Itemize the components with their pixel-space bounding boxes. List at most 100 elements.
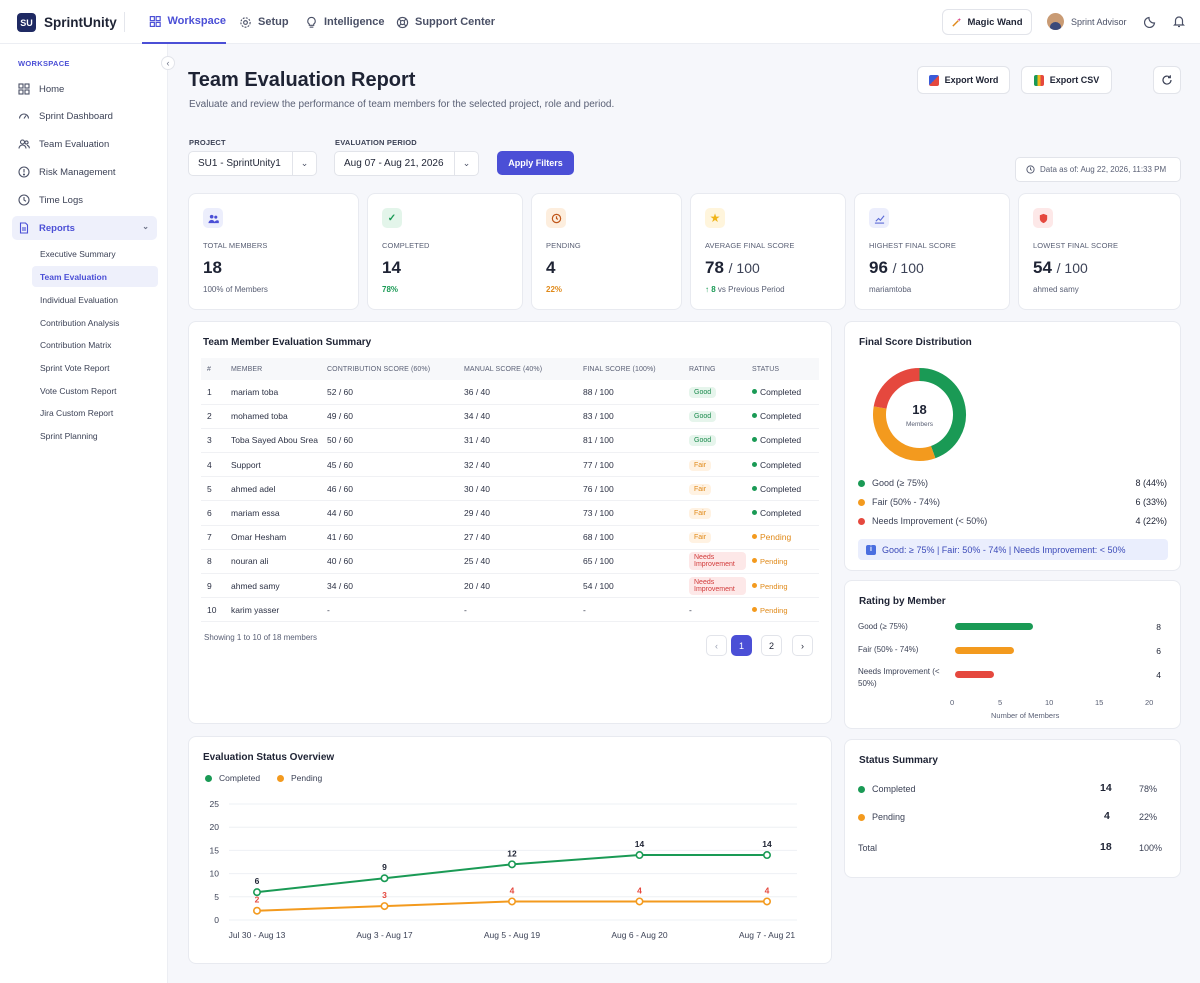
next-page-button[interactable]: ›	[792, 635, 813, 656]
table-row[interactable]: 9 ahmed samy 34 / 60 20 / 40 54 / 100 Needs I…	[201, 573, 819, 599]
chevron-down-icon: ⌄	[142, 222, 149, 231]
nav-label: Support Center	[415, 16, 496, 28]
legend-dot	[858, 498, 865, 506]
y-tick-label: 25	[210, 799, 220, 809]
magic-wand-button[interactable]: Magic Wand	[942, 9, 1032, 35]
sidebar-sub-sprint-vote-report[interactable]: Sprint Vote Report	[40, 362, 110, 373]
kpi-value: 96 / 100	[869, 258, 924, 278]
rating-cell: Good	[683, 428, 746, 454]
legend-dot	[205, 774, 212, 782]
sidebar-sub-executive-summary[interactable]: Executive Summary	[40, 248, 116, 259]
status-text: Completed	[752, 484, 801, 494]
table-row[interactable]: 4 Support 45 / 60 32 / 40 77 / 100 Fair Comple…	[201, 452, 819, 478]
apply-filters-button[interactable]: Apply Filters	[497, 151, 574, 175]
sidebar-sub-sprint-planning[interactable]: Sprint Planning	[40, 430, 98, 441]
data-point	[253, 888, 262, 897]
table-cell: 41 / 60	[321, 525, 458, 550]
table-row[interactable]: 7 Omar Hesham 41 / 60 27 / 40 68 / 100 Fair Pe…	[201, 525, 819, 550]
export-csv-button[interactable]: Export CSV	[1021, 66, 1112, 94]
table-cell: 2	[201, 404, 225, 429]
table-row[interactable]: 2 mohamed toba 49 / 60 34 / 40 83 / 100 Good C…	[201, 404, 819, 429]
table-cell: 29 / 40	[458, 500, 577, 526]
legend-label: Good (≥ 75%)	[872, 478, 928, 488]
table-cell: 27 / 40	[458, 525, 577, 550]
status-text: Completed	[752, 460, 801, 470]
table-row[interactable]: 6 mariam essa 44 / 60 29 / 40 73 / 100 Fair Co…	[201, 500, 819, 526]
sidebar-sub-vote-custom-report[interactable]: Vote Custom Report	[40, 385, 117, 396]
table-cell: 77 / 100	[577, 452, 683, 478]
table-row[interactable]: 1 mariam toba 52 / 60 36 / 40 88 / 100 Good Co…	[201, 380, 819, 405]
table-cell: 83 / 100	[577, 404, 683, 429]
legend-label: Fair (50% - 74%)	[872, 497, 941, 507]
collapse-sidebar-button[interactable]: ‹	[161, 56, 175, 70]
status-cell: Pending	[746, 549, 819, 575]
export-word-button[interactable]: Export Word	[917, 66, 1010, 94]
kpi-note: ↑ 8 vs Previous Period	[705, 285, 785, 294]
sidebar-sub-jira-custom-report[interactable]: Jira Custom Report	[40, 407, 114, 418]
table-body: 1 mariam toba 52 / 60 36 / 40 88 / 100 Good Co…	[201, 380, 819, 623]
app-name[interactable]: SprintUnity	[44, 15, 117, 30]
legend-dot	[277, 774, 284, 782]
table-cell: 88 / 100	[577, 380, 683, 405]
sidebar-sub-individual-evaluation[interactable]: Individual Evaluation	[40, 294, 118, 305]
table-row[interactable]: 5 ahmed adel 46 / 60 30 / 40 76 / 100 Fair Com…	[201, 476, 819, 502]
lightbulb-icon	[307, 16, 316, 28]
sidebar-item-risk-management[interactable]: Risk Management	[12, 160, 157, 184]
status-cell: Completed	[746, 500, 819, 526]
status-label: Completed	[872, 784, 916, 794]
table-row[interactable]: 10 karim yasser - - - - Pending	[201, 597, 819, 623]
sprint-advisor-label[interactable]: Sprint Advisor	[1071, 17, 1127, 27]
table-row[interactable]: 8 nouran ali 40 / 60 25 / 40 65 / 100 Needs I…	[201, 549, 819, 575]
app-logo[interactable]: SU	[17, 13, 36, 32]
donut-slice	[919, 368, 966, 459]
rating-cell: Needs Improvement	[683, 573, 746, 599]
prev-page-button[interactable]: ‹	[706, 635, 727, 656]
kpi-label: TOTAL MEMBERS	[203, 241, 268, 250]
table-cell: 31 / 40	[458, 428, 577, 454]
period-select[interactable]: Aug 07 - Aug 21, 2026 ⌄	[334, 151, 479, 176]
chevron-down-icon: ⌄	[454, 152, 478, 175]
chevron-left-icon: ‹	[166, 58, 170, 68]
nav-intelligence[interactable]: Intelligence	[305, 0, 385, 44]
data-point	[380, 902, 389, 911]
project-select[interactable]: SU1 - SprintUnity1 ⌄	[188, 151, 317, 176]
y-tick-label: 10	[210, 869, 220, 879]
page-button-1[interactable]: 1	[731, 635, 752, 656]
sidebar-sub-contribution-matrix[interactable]: Contribution Matrix	[40, 339, 112, 350]
data-label: 3	[382, 890, 387, 900]
page-button-2[interactable]: 2	[761, 635, 782, 656]
kpi-note: 100% of Members	[203, 285, 268, 294]
moon-icon[interactable]	[1144, 14, 1158, 28]
sidebar-sub-team-evaluation[interactable]: Team Evaluation	[32, 266, 158, 287]
rating-badge: Fair	[689, 459, 712, 471]
card-title: Status Summary	[859, 755, 938, 766]
table-cell: 10	[201, 597, 225, 623]
sidebar-item-team-evaluation[interactable]: Team Evaluation	[12, 132, 157, 156]
avatar[interactable]	[1047, 13, 1064, 30]
rating-badge: Good	[689, 435, 717, 447]
status-count: 18	[1100, 841, 1112, 853]
data-point	[635, 897, 644, 906]
status-text: Completed	[752, 508, 801, 518]
refresh-button[interactable]	[1153, 66, 1181, 94]
rating-cell: Fair	[683, 500, 746, 526]
status-label: Pending	[872, 812, 906, 822]
sidebar-item-sprint-dashboard[interactable]: Sprint Dashboard	[12, 104, 157, 128]
bell-icon[interactable]	[1172, 14, 1186, 28]
column-header: #	[201, 358, 225, 380]
nav-setup[interactable]: Setup	[239, 0, 289, 44]
sidebar-item-reports[interactable]: Reports ⌄	[12, 216, 157, 240]
table-cell: 32 / 40	[458, 452, 577, 478]
nav-support-center[interactable]: Support Center	[396, 0, 495, 44]
legend-label: Pending	[291, 773, 323, 783]
bar-value: 4	[1156, 670, 1161, 680]
member-name: mohamed toba	[225, 404, 321, 429]
kpi-value-number: 78	[705, 258, 724, 277]
sidebar-item-home[interactable]: Home	[12, 77, 157, 101]
project-select-value: SU1 - SprintUnity1	[198, 158, 281, 169]
nav-workspace[interactable]: Workspace	[142, 0, 226, 44]
table-row[interactable]: 3 Toba Sayed Abou Srea 50 / 60 31 / 40 81 / …	[201, 428, 819, 454]
sidebar-item-time-logs[interactable]: Time Logs	[12, 188, 157, 212]
sidebar-sub-contribution-analysis[interactable]: Contribution Analysis	[40, 317, 120, 328]
table-cell: 50 / 60	[321, 428, 458, 454]
